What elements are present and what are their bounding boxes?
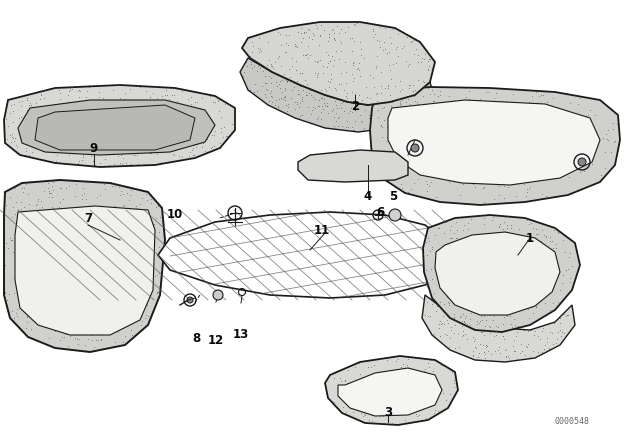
Polygon shape bbox=[370, 87, 620, 205]
Polygon shape bbox=[435, 232, 560, 315]
Text: 2: 2 bbox=[351, 100, 359, 113]
Polygon shape bbox=[422, 295, 575, 362]
Circle shape bbox=[213, 290, 223, 300]
Polygon shape bbox=[4, 180, 165, 352]
Polygon shape bbox=[423, 215, 580, 332]
Polygon shape bbox=[298, 150, 408, 182]
Text: 5: 5 bbox=[389, 190, 397, 203]
Polygon shape bbox=[240, 58, 435, 132]
Circle shape bbox=[411, 144, 419, 152]
Text: 3: 3 bbox=[384, 405, 392, 418]
Text: 9: 9 bbox=[90, 142, 98, 155]
Polygon shape bbox=[338, 368, 442, 416]
Polygon shape bbox=[158, 212, 448, 298]
Text: 8: 8 bbox=[192, 332, 200, 345]
Polygon shape bbox=[4, 85, 235, 167]
Text: 0000548: 0000548 bbox=[554, 417, 589, 426]
Polygon shape bbox=[388, 100, 600, 185]
Polygon shape bbox=[35, 105, 195, 150]
Text: 4: 4 bbox=[364, 190, 372, 203]
Text: 10: 10 bbox=[167, 208, 183, 221]
Polygon shape bbox=[242, 22, 435, 105]
Text: 1: 1 bbox=[526, 232, 534, 245]
Text: 7: 7 bbox=[84, 211, 92, 224]
Circle shape bbox=[389, 209, 401, 221]
Circle shape bbox=[187, 297, 193, 303]
Text: 12: 12 bbox=[208, 333, 224, 346]
Polygon shape bbox=[325, 356, 458, 425]
Text: 13: 13 bbox=[233, 328, 249, 341]
Polygon shape bbox=[15, 206, 155, 335]
Polygon shape bbox=[18, 100, 215, 155]
Circle shape bbox=[578, 158, 586, 166]
Text: 6: 6 bbox=[376, 206, 384, 219]
Text: 11: 11 bbox=[314, 224, 330, 237]
